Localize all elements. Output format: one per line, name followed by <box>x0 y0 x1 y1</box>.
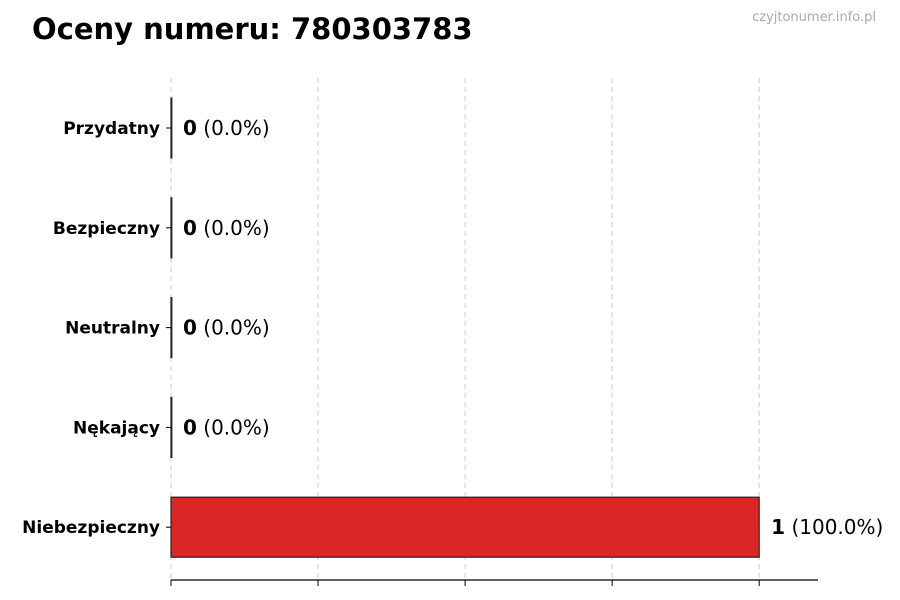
bar <box>170 496 760 558</box>
data-value: 0 <box>183 116 197 140</box>
data-value: 1 <box>771 515 785 539</box>
watermark: czyjtonumer.info.pl <box>752 10 876 25</box>
category-label: Bezpieczny <box>53 219 160 239</box>
data-value: 0 <box>183 415 197 439</box>
category-label: Nękający <box>73 418 160 438</box>
data-percent: (0.0%) <box>197 216 270 240</box>
data-label: 0 (0.0%) <box>183 415 270 439</box>
data-label: 1 (100.0%) <box>771 515 883 539</box>
data-value: 0 <box>183 316 197 340</box>
bar <box>170 197 173 259</box>
category-label: Niebezpieczny <box>22 518 160 538</box>
data-label: 0 (0.0%) <box>183 116 270 140</box>
data-percent: (100.0%) <box>785 515 883 539</box>
data-percent: (0.0%) <box>197 116 270 140</box>
data-label: 0 (0.0%) <box>183 216 270 240</box>
data-label: 0 (0.0%) <box>183 316 270 340</box>
bar <box>170 297 173 359</box>
bar <box>170 97 173 159</box>
chart-title: Oceny numeru: 780303783 <box>32 12 473 46</box>
bar <box>170 396 173 458</box>
data-value: 0 <box>183 216 197 240</box>
category-label: Neutralny <box>65 319 160 339</box>
data-percent: (0.0%) <box>197 415 270 439</box>
category-label: Przydatny <box>63 119 160 139</box>
data-percent: (0.0%) <box>197 316 270 340</box>
